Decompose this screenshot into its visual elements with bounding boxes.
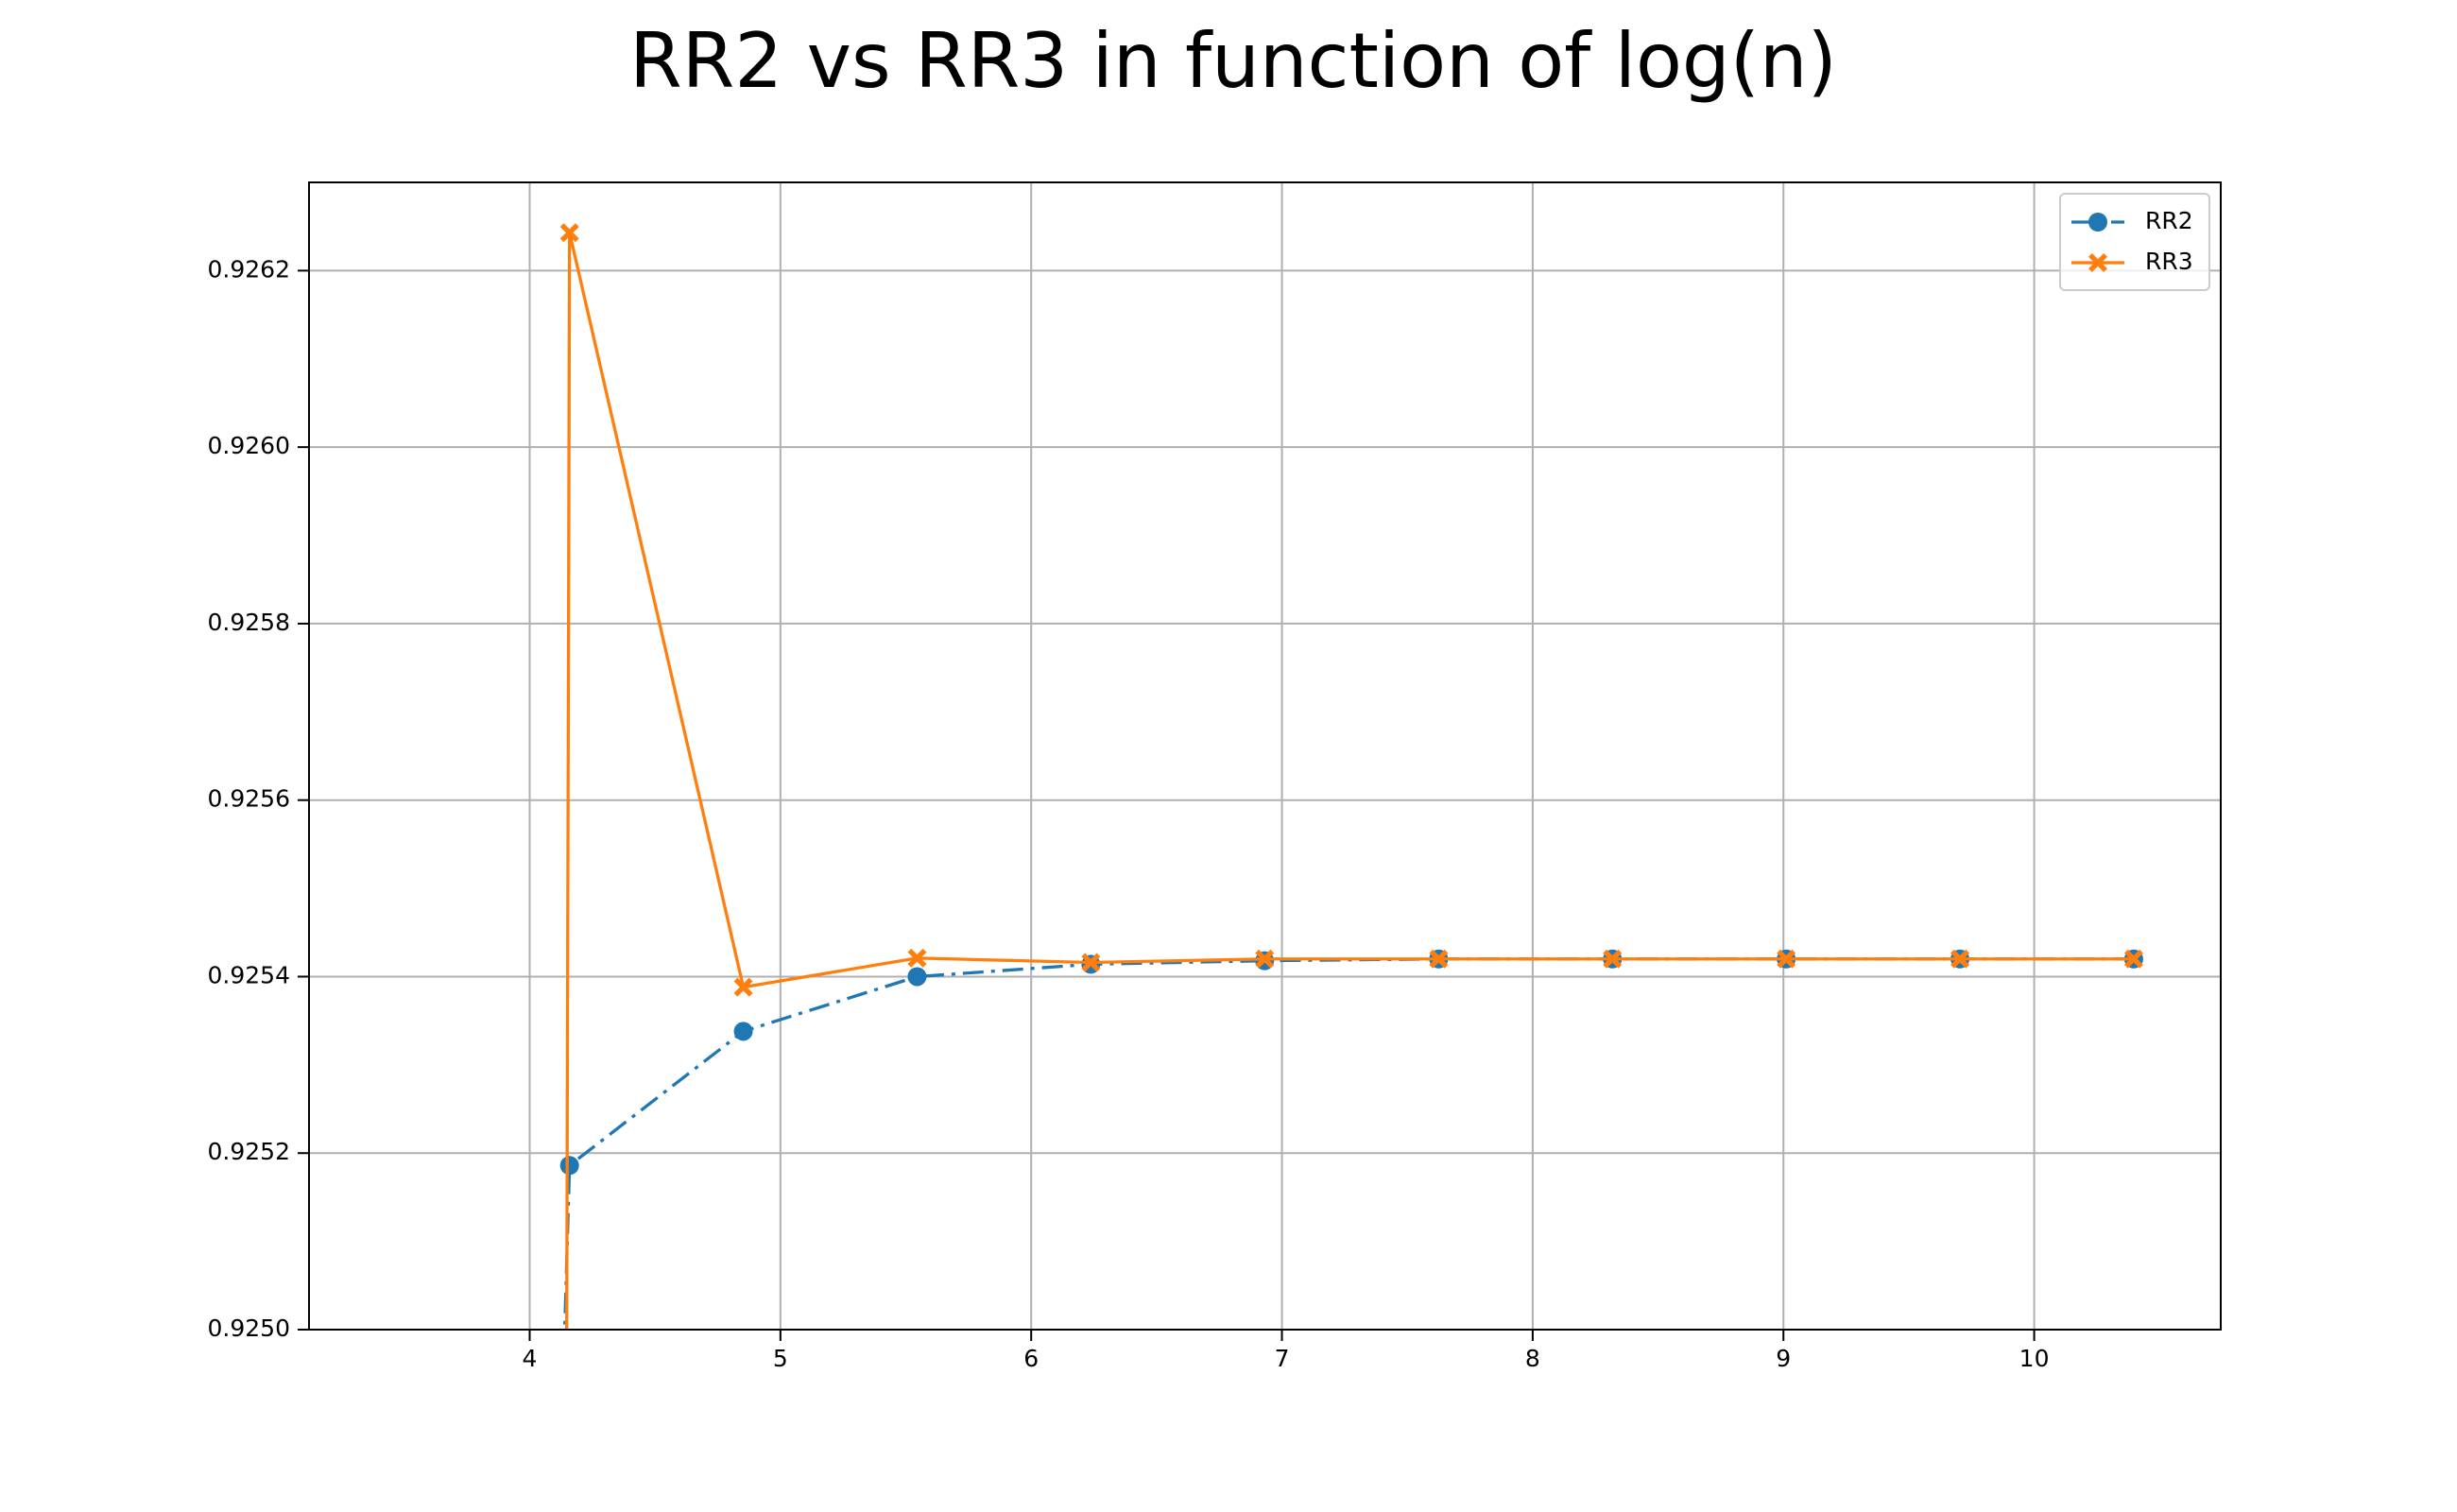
marker: [2088, 213, 2107, 232]
x-tick-label: 9: [1776, 1345, 1791, 1372]
y-tick-label: 0.9250: [208, 1314, 290, 1342]
y-tick-label: 0.9260: [208, 432, 290, 459]
marker: [2088, 253, 2107, 272]
marker: [1429, 949, 1449, 969]
marker: [1777, 949, 1796, 969]
axes-frame: [308, 181, 2222, 1331]
marker: [907, 967, 927, 987]
marker: [1950, 949, 1970, 969]
marker: [559, 1156, 579, 1176]
marker: [2123, 949, 2143, 969]
ticks: 4 5 6 7 8 9 10 0.9250 0.9252 0.9254 0.9256 0.9258 0.…: [208, 255, 2050, 1372]
marker: [1603, 949, 1623, 969]
x-tick-label: 7: [1275, 1345, 1290, 1372]
plot-area: [559, 223, 2143, 1330]
legend-label: RR2: [2145, 207, 2193, 234]
y-tick-label: 0.9252: [208, 1138, 290, 1165]
chart-title: RR2 vs RR3 in function of log(n): [629, 17, 1837, 105]
x-tick-label: 6: [1023, 1345, 1039, 1372]
x-tick-label: 4: [523, 1345, 538, 1372]
y-tick-label: 0.9254: [208, 961, 290, 988]
marker: [559, 223, 579, 243]
y-tick-label: 0.9256: [208, 785, 290, 813]
marker: [733, 977, 753, 997]
marker: [907, 948, 927, 968]
y-tick-label: 0.9262: [208, 255, 290, 283]
x-tick-label: 10: [2019, 1345, 2050, 1372]
x-tick-label: 8: [1525, 1345, 1540, 1372]
marker: [1081, 953, 1101, 972]
y-tick-label: 0.9258: [208, 609, 290, 636]
x-tick-label: 5: [773, 1345, 788, 1372]
marker: [733, 1022, 753, 1041]
legend-label: RR3: [2145, 248, 2193, 275]
marker: [1255, 949, 1275, 969]
legend: RR2 RR3: [2059, 193, 2210, 291]
